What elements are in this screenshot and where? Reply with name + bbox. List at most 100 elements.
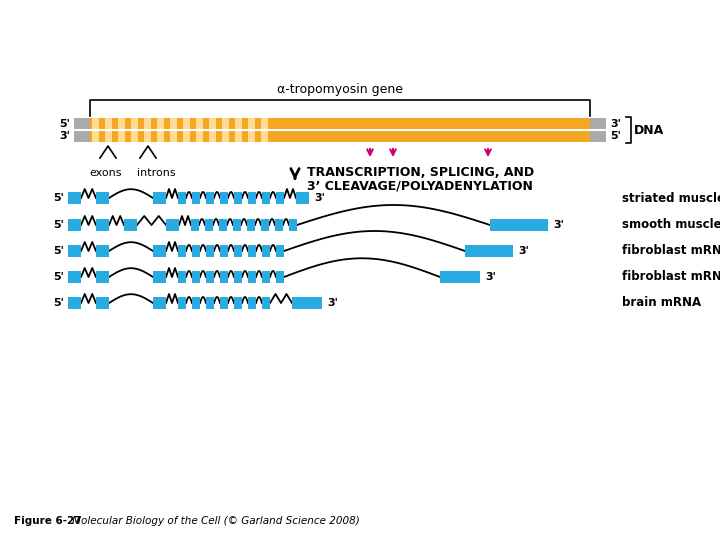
Bar <box>153 192 166 204</box>
Bar <box>275 219 283 231</box>
Text: 3': 3' <box>485 272 496 282</box>
Text: DNA: DNA <box>634 124 665 137</box>
Bar <box>220 192 228 204</box>
Text: 5': 5' <box>53 220 64 230</box>
Text: striated muscle mRNA: striated muscle mRNA <box>622 192 720 205</box>
Bar <box>68 271 81 283</box>
Bar <box>124 219 137 231</box>
Bar <box>68 192 81 204</box>
Bar <box>192 245 200 257</box>
Bar <box>248 297 256 309</box>
Bar <box>289 219 297 231</box>
Bar <box>170 130 177 142</box>
Bar <box>222 118 229 130</box>
Bar <box>192 271 200 283</box>
Bar <box>68 245 81 257</box>
Bar <box>157 118 164 130</box>
Text: Figure 6-27: Figure 6-27 <box>14 516 81 526</box>
Bar <box>92 130 99 142</box>
Bar <box>183 130 190 142</box>
Bar <box>235 130 242 142</box>
Bar <box>209 118 216 130</box>
Bar <box>157 130 164 142</box>
Bar <box>74 130 90 142</box>
Bar <box>68 297 81 309</box>
Bar <box>261 118 268 130</box>
Bar <box>248 118 255 130</box>
Bar <box>206 271 214 283</box>
Bar <box>490 219 548 231</box>
Bar <box>96 245 109 257</box>
Text: fibroblast mRNA: fibroblast mRNA <box>622 245 720 258</box>
Bar <box>234 245 242 257</box>
Bar <box>261 130 268 142</box>
Text: 3': 3' <box>518 246 529 256</box>
Bar <box>170 118 177 130</box>
Text: Molecular Biology of the Cell (© Garland Science 2008): Molecular Biology of the Cell (© Garland… <box>72 516 360 526</box>
Text: exons: exons <box>90 168 122 178</box>
Bar <box>209 130 216 142</box>
Text: 5': 5' <box>53 246 64 256</box>
Bar <box>105 130 112 142</box>
Bar <box>191 219 199 231</box>
Bar <box>296 192 309 204</box>
Bar <box>262 271 270 283</box>
Bar <box>96 297 109 309</box>
Text: α-tropomyosin gene: α-tropomyosin gene <box>277 83 403 96</box>
Bar <box>192 297 200 309</box>
Text: 5': 5' <box>53 298 64 308</box>
Bar <box>144 130 151 142</box>
Bar <box>192 192 200 204</box>
Bar <box>276 245 284 257</box>
Text: 3’ CLEAVAGE/POLYADENYLATION: 3’ CLEAVAGE/POLYADENYLATION <box>307 179 533 192</box>
Text: fibroblast mRNA: fibroblast mRNA <box>622 271 720 284</box>
Text: brain mRNA: brain mRNA <box>622 296 701 309</box>
Bar <box>131 118 138 130</box>
Bar <box>153 297 166 309</box>
Text: smooth muscle mRNA: smooth muscle mRNA <box>622 219 720 232</box>
Bar <box>105 118 112 130</box>
Bar <box>234 271 242 283</box>
Bar <box>234 297 242 309</box>
Bar <box>196 118 203 130</box>
Bar <box>206 245 214 257</box>
Bar <box>276 192 284 204</box>
Bar <box>68 219 81 231</box>
Bar <box>96 271 109 283</box>
Bar <box>96 192 109 204</box>
Bar <box>153 271 166 283</box>
Text: TRANSCRIPTION, SPLICING, AND: TRANSCRIPTION, SPLICING, AND <box>307 165 534 179</box>
Bar <box>178 271 186 283</box>
Bar <box>465 245 513 257</box>
Text: 3': 3' <box>314 193 325 203</box>
Bar <box>74 118 90 130</box>
Bar <box>220 271 228 283</box>
Bar <box>262 245 270 257</box>
Bar <box>153 245 166 257</box>
Bar <box>219 219 227 231</box>
Bar <box>96 219 109 231</box>
Bar <box>262 297 270 309</box>
Text: 5': 5' <box>53 272 64 282</box>
Bar <box>262 192 270 204</box>
Bar <box>206 297 214 309</box>
Text: introns: introns <box>137 168 175 178</box>
Bar <box>118 118 125 130</box>
Bar <box>247 219 255 231</box>
Text: 5': 5' <box>610 131 621 141</box>
Bar <box>205 219 213 231</box>
Bar <box>220 297 228 309</box>
Text: 3': 3' <box>553 220 564 230</box>
Text: 5': 5' <box>53 193 64 203</box>
Bar <box>234 192 242 204</box>
Bar <box>90 118 590 130</box>
Bar <box>178 297 186 309</box>
Bar <box>222 130 229 142</box>
Bar <box>178 192 186 204</box>
Bar <box>590 118 606 130</box>
Bar <box>178 245 186 257</box>
Bar <box>292 297 322 309</box>
Bar <box>440 271 480 283</box>
Bar <box>220 245 228 257</box>
Bar <box>196 130 203 142</box>
